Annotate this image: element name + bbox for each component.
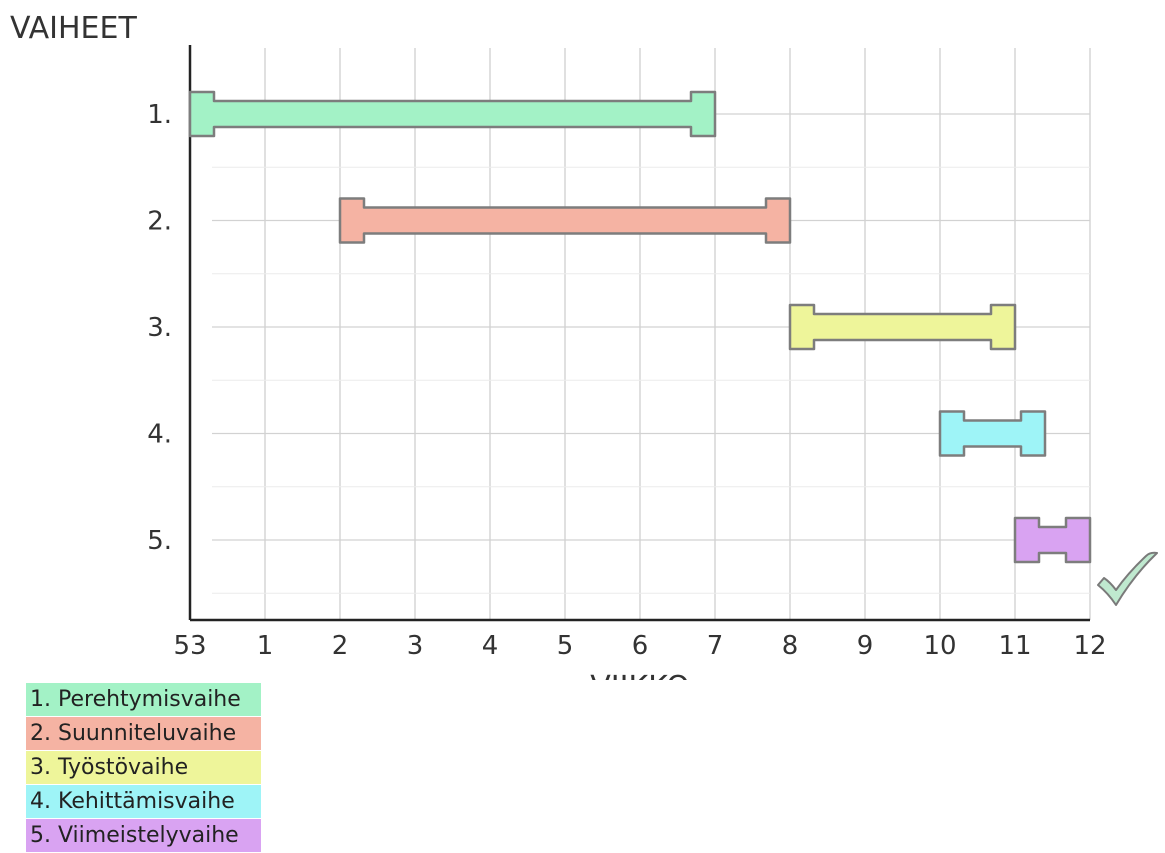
y-tick-labels: 1. 2. 3. 4. 5.	[147, 100, 172, 556]
bars	[188, 90, 1092, 564]
y-tick-label: 5.	[147, 526, 172, 556]
bar-phase-4	[938, 410, 1047, 457]
legend-item-5: 5. Viimeistelyvaihe	[26, 819, 261, 852]
checkmark-icon	[1097, 551, 1158, 606]
x-tick-label: 2	[332, 631, 349, 661]
x-tick-label: 6	[632, 631, 649, 661]
x-tick-label: 11	[998, 631, 1031, 661]
legend-item-3: 3. Työstövaihe	[26, 751, 261, 784]
bar-phase-1	[188, 90, 717, 138]
x-tick-labels: 53 1 2 3 4 5 6 7 8 9 10 11 12	[173, 631, 1106, 661]
bar-phase-5	[1013, 516, 1092, 564]
legend-item-4: 4. Kehittämisvaihe	[26, 785, 261, 818]
x-tick-label: 10	[923, 631, 956, 661]
y-tick-label: 2.	[147, 207, 172, 237]
x-axis-title: VIIKKO	[590, 670, 690, 680]
bar-phase-3	[788, 303, 1017, 351]
y-axis-title: VAIHEET	[10, 11, 137, 46]
y-tick-label: 1.	[147, 100, 172, 130]
y-tick-label: 4.	[147, 420, 172, 450]
x-tick-label: 12	[1073, 631, 1106, 661]
x-tick-label: 7	[707, 631, 724, 661]
bar-phase-2	[338, 197, 792, 244]
x-tick-label: 4	[482, 631, 499, 661]
x-tick-label: 1	[257, 631, 274, 661]
x-tick-label: 8	[782, 631, 799, 661]
legend-item-1: 1. Perehtymisvaihe	[26, 683, 261, 716]
legend-item-2: 2. Suunniteluvaihe	[26, 717, 261, 750]
axes	[188, 45, 1090, 622]
legend: 1. Perehtymisvaihe 2. Suunniteluvaihe 3.…	[26, 683, 261, 853]
x-tick-label: 5	[557, 631, 574, 661]
x-tick-label: 53	[173, 631, 206, 661]
x-tick-label: 3	[407, 631, 424, 661]
y-tick-label: 3.	[147, 313, 172, 343]
x-tick-label: 9	[857, 631, 874, 661]
